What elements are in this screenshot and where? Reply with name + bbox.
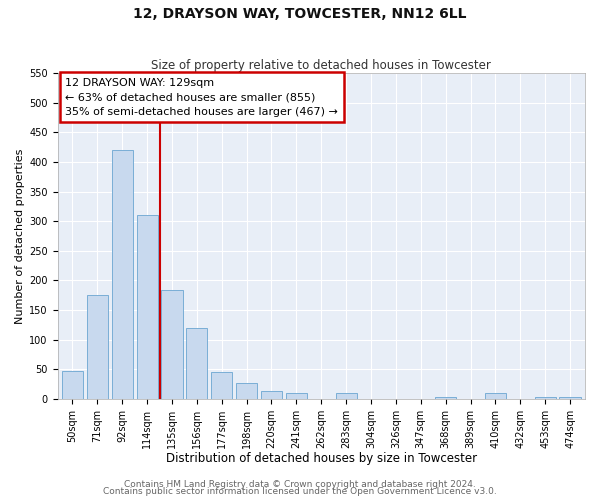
- Bar: [161, 290, 182, 399]
- Bar: [87, 295, 108, 399]
- Bar: [435, 397, 456, 398]
- Bar: [535, 397, 556, 398]
- Text: 12 DRAYSON WAY: 129sqm
← 63% of detached houses are smaller (855)
35% of semi-de: 12 DRAYSON WAY: 129sqm ← 63% of detached…: [65, 78, 338, 117]
- Bar: [186, 328, 208, 398]
- Bar: [62, 371, 83, 398]
- Bar: [261, 391, 282, 398]
- Text: 12, DRAYSON WAY, TOWCESTER, NN12 6LL: 12, DRAYSON WAY, TOWCESTER, NN12 6LL: [133, 8, 467, 22]
- Bar: [211, 372, 232, 398]
- X-axis label: Distribution of detached houses by size in Towcester: Distribution of detached houses by size …: [166, 452, 477, 465]
- Bar: [485, 393, 506, 398]
- Bar: [236, 383, 257, 398]
- Bar: [559, 397, 581, 398]
- Title: Size of property relative to detached houses in Towcester: Size of property relative to detached ho…: [151, 59, 491, 72]
- Bar: [286, 393, 307, 398]
- Bar: [137, 215, 158, 398]
- Bar: [335, 393, 357, 398]
- Text: Contains public sector information licensed under the Open Government Licence v3: Contains public sector information licen…: [103, 488, 497, 496]
- Text: Contains HM Land Registry data © Crown copyright and database right 2024.: Contains HM Land Registry data © Crown c…: [124, 480, 476, 489]
- Y-axis label: Number of detached properties: Number of detached properties: [15, 148, 25, 324]
- Bar: [112, 150, 133, 398]
